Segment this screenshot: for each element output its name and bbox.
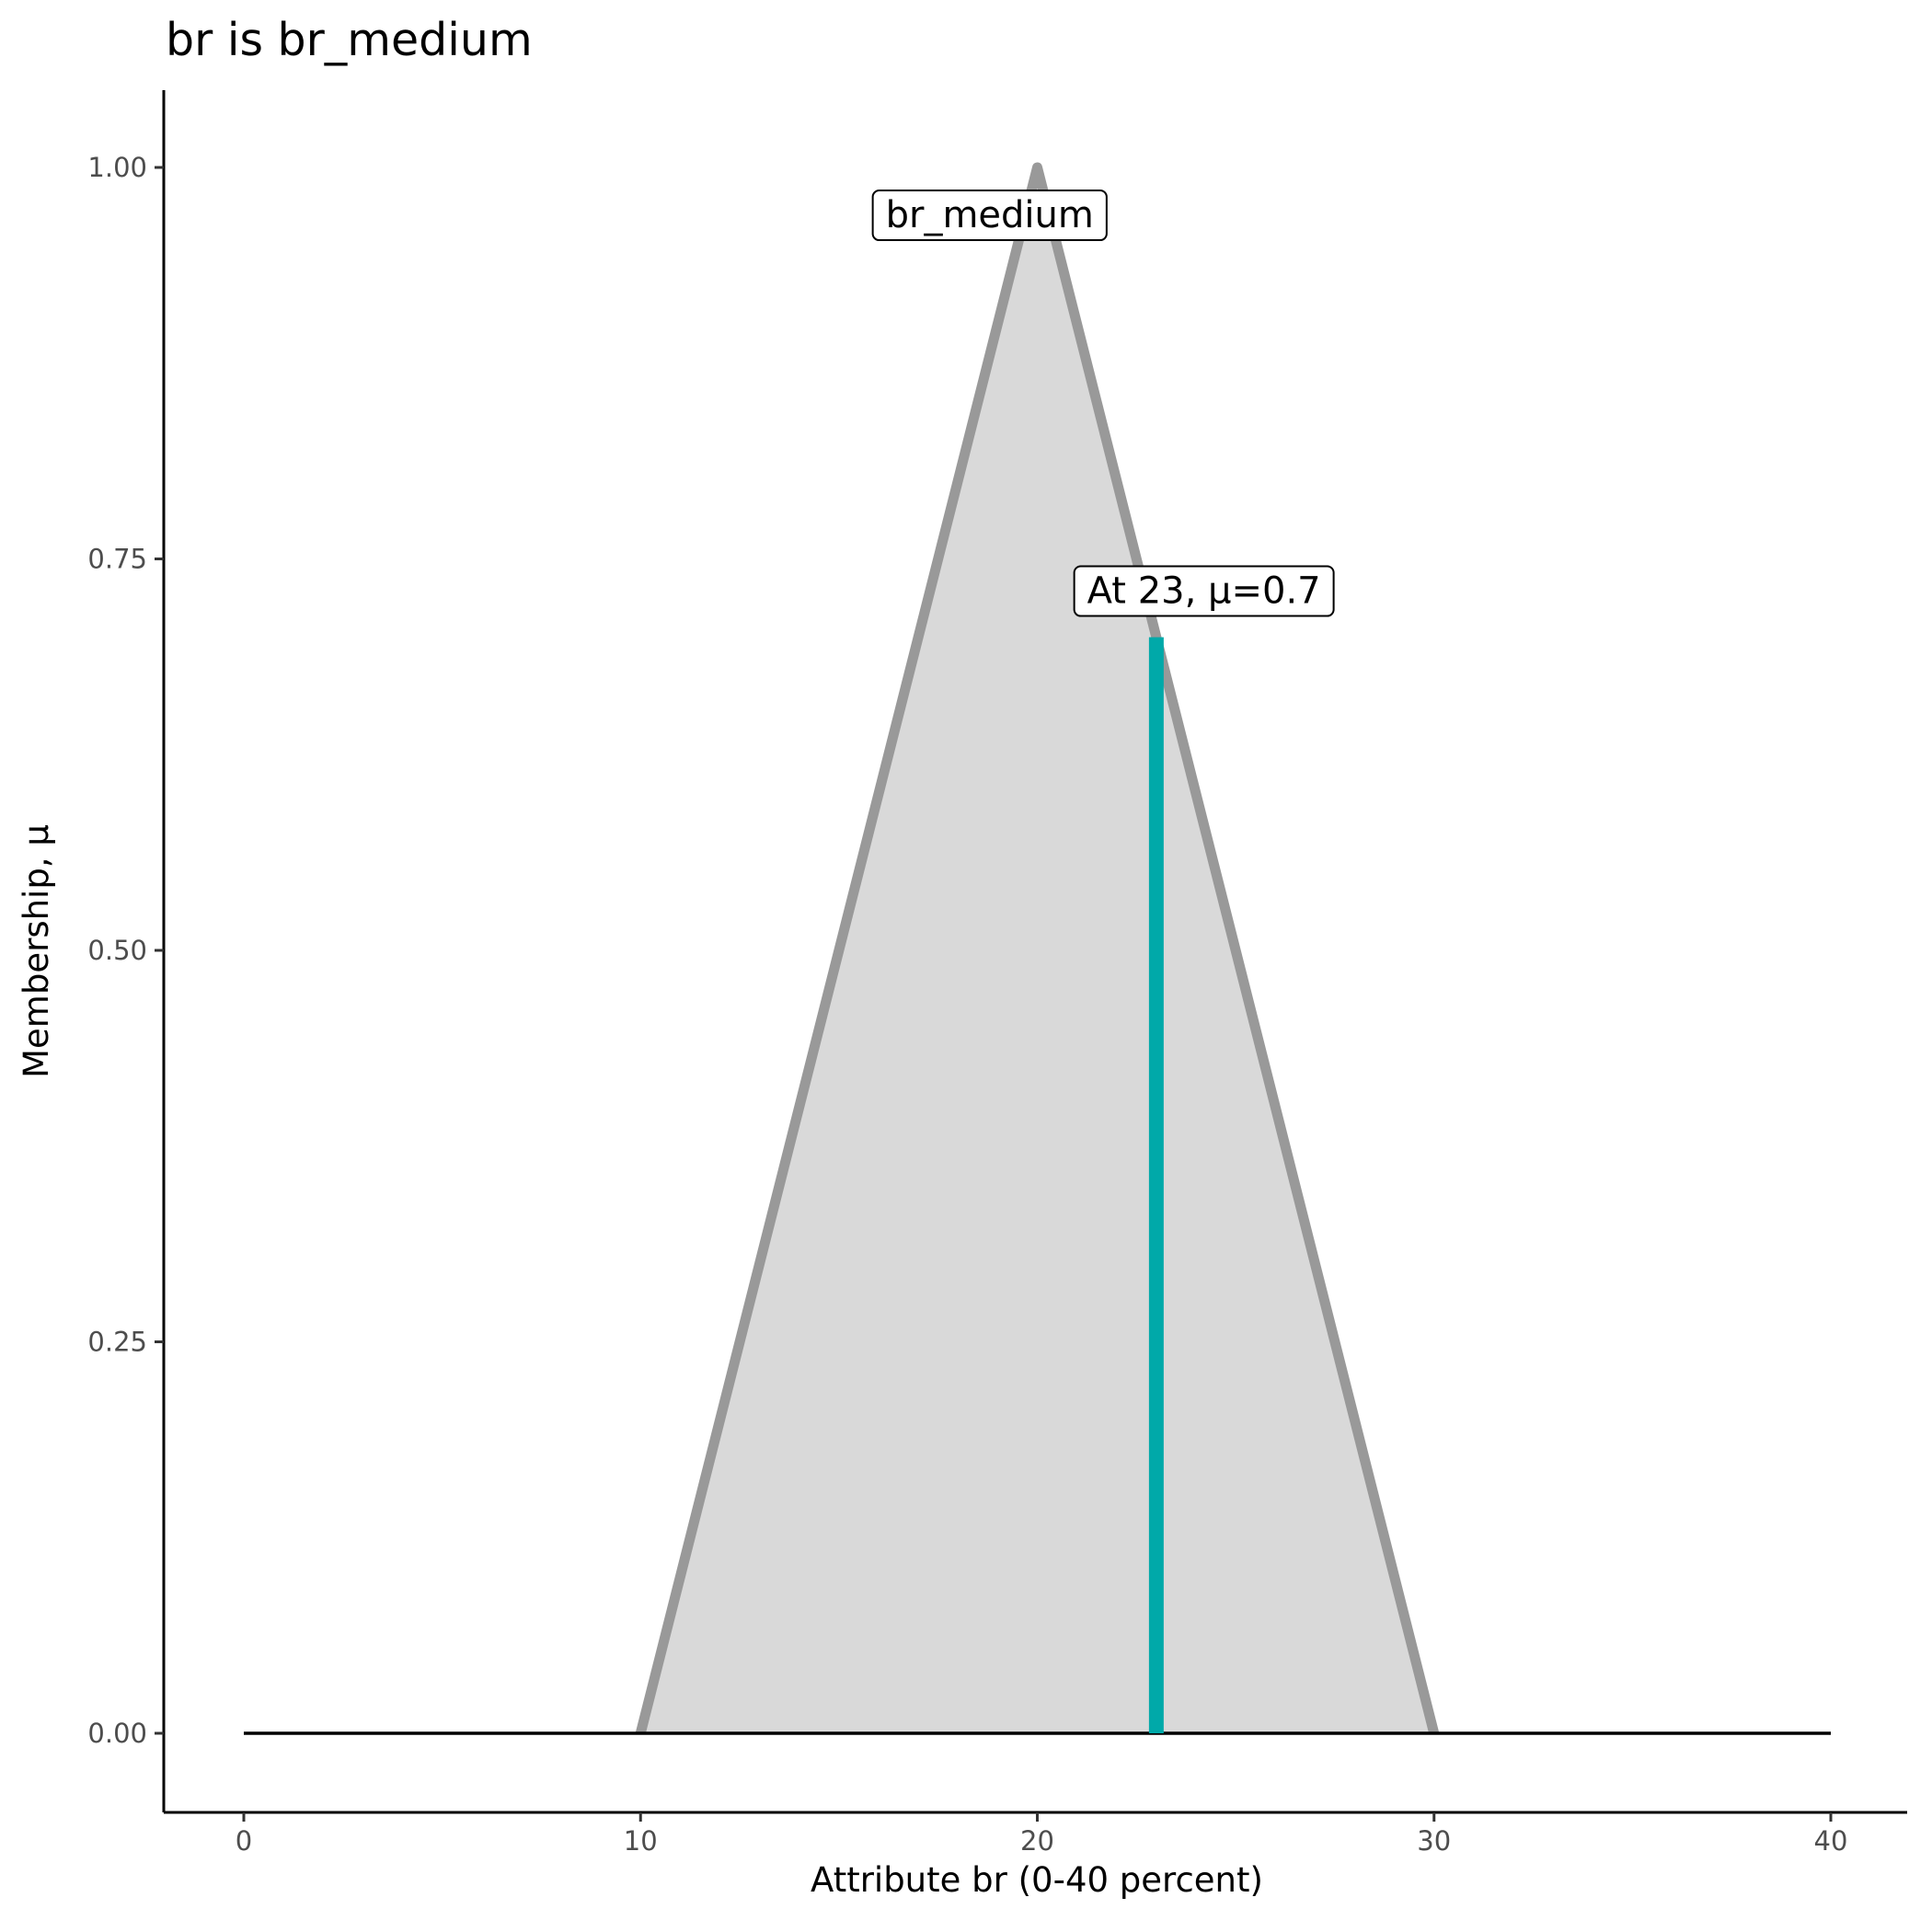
membership-line [635, 162, 1440, 1735]
x-tick-label: 40 [1814, 1825, 1848, 1857]
x-tick-label: 20 [1020, 1825, 1054, 1857]
y-tick-label: 0.50 [87, 935, 147, 966]
x-tick-label: 30 [1417, 1825, 1451, 1857]
x-tick-label: 10 [624, 1825, 658, 1857]
annotation-text: At 23, μ=0.7 [1087, 570, 1321, 613]
annotation-box [871, 190, 1108, 242]
y-tick-label: 0.00 [87, 1718, 147, 1749]
x-tick-label: 0 [236, 1825, 252, 1857]
annotation-text: br_medium [886, 194, 1094, 236]
chart-title: br is br_medium [166, 14, 533, 66]
annotation-box [1073, 565, 1335, 617]
membership-area [640, 167, 1434, 1733]
y-tick-label: 0.25 [87, 1327, 147, 1358]
annotation-label: br_medium [871, 190, 1108, 242]
y-tick-label: 0.75 [87, 544, 147, 575]
x-axis-title: Attribute br (0-40 percent) [811, 1860, 1263, 1900]
y-tick-label: 1.00 [87, 152, 147, 183]
annotation-label: At 23, μ=0.7 [1073, 565, 1335, 617]
y-axis-title: Membership, μ [17, 824, 56, 1078]
